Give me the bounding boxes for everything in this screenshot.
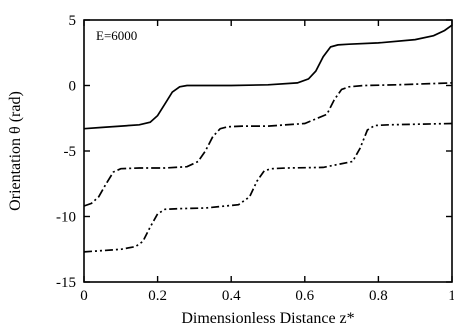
x-tick-label: 0.6 xyxy=(295,288,314,304)
series-line-3 xyxy=(83,122,453,253)
x-tick-label: 1 xyxy=(448,288,454,304)
plot-area: 0 0.2 0.4 0.6 0.8 1 5 0 -5 -10 -15 E=6000 xyxy=(56,13,454,304)
x-tick-label: 0.2 xyxy=(148,288,167,304)
y-tick-label: 5 xyxy=(69,13,77,29)
y-tick-label: -10 xyxy=(56,210,76,226)
y-axis-title: Orientation θ (rad) xyxy=(7,91,24,211)
series-layer xyxy=(83,24,453,253)
y-tick-label: -15 xyxy=(56,275,76,291)
x-tick-label: 0 xyxy=(80,288,88,304)
plot-frame xyxy=(83,19,453,283)
y-tick-label: 0 xyxy=(69,79,77,95)
annotation-label: E=6000 xyxy=(96,28,137,43)
series-line-2 xyxy=(83,82,453,207)
series-line-1 xyxy=(83,24,453,130)
x-axis-title: Dimensionless Distance z* xyxy=(181,310,354,327)
x-tick-label: 0.8 xyxy=(369,288,388,304)
ticks-layer: 0 0.2 0.4 0.6 0.8 1 5 0 -5 -10 -15 xyxy=(56,13,454,304)
x-tick-label: 0.4 xyxy=(222,288,241,304)
y-tick-label: -5 xyxy=(64,144,77,160)
